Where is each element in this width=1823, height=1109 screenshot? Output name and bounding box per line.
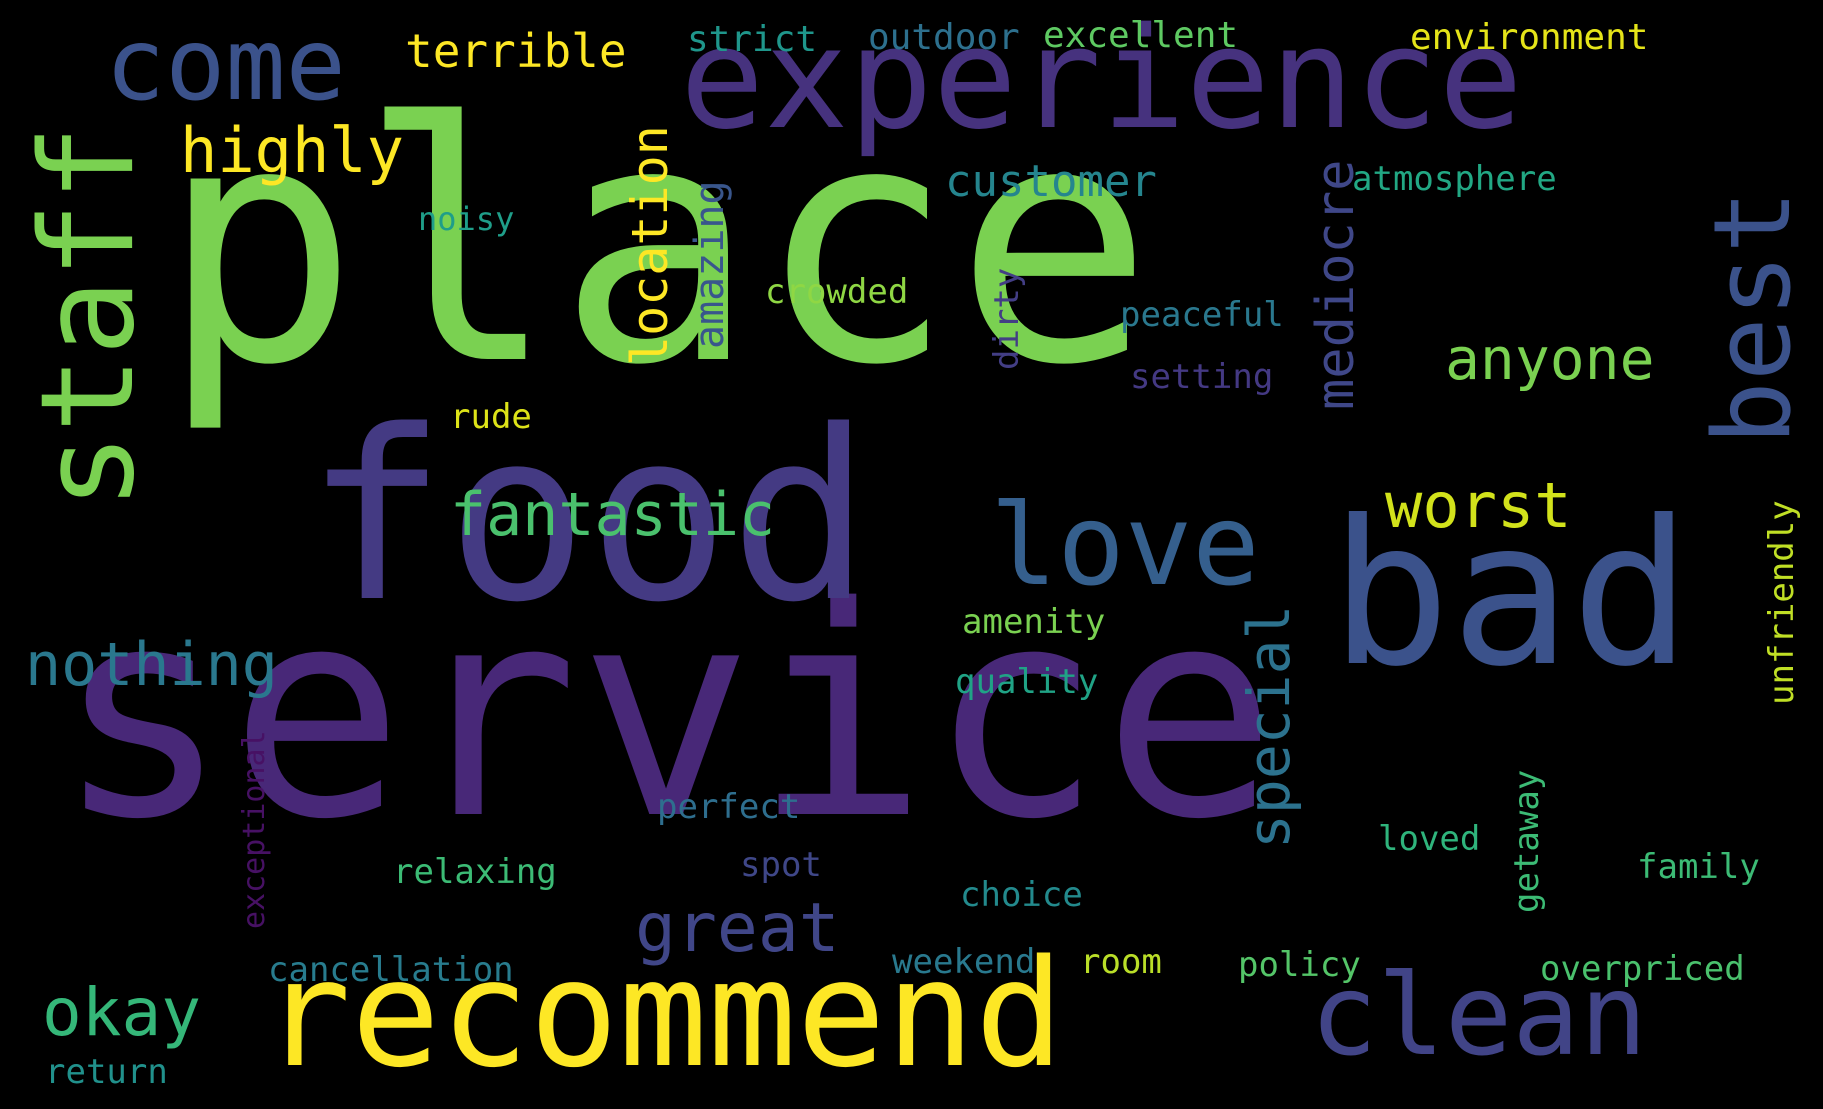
word-staff: staff (14, 124, 163, 510)
word-love: love (990, 481, 1260, 611)
word-strict: strict (687, 19, 818, 60)
word-relaxing: relaxing (393, 852, 557, 892)
word-amazing: amazing (687, 180, 733, 349)
word-bad: bad (1330, 478, 1692, 711)
word-getaway: getaway (1507, 769, 1547, 913)
word-cancellation: cancellation (268, 950, 514, 990)
word-customer: customer (945, 156, 1157, 207)
word-loved: loved (1378, 819, 1481, 859)
word-rude: rude (450, 397, 532, 437)
word-exceptional: exceptional (237, 730, 272, 929)
word-experience: experience (680, 0, 1523, 161)
word-great: great (635, 889, 840, 968)
word-crowded: crowded (765, 272, 909, 312)
word-food: food (305, 381, 871, 654)
word-overpriced: overpriced (1540, 949, 1745, 989)
word-okay: okay (42, 974, 201, 1051)
word-amenity: amenity (962, 602, 1106, 642)
word-environment: environment (1410, 17, 1649, 58)
word-peaceful: peaceful (1120, 295, 1284, 335)
word-return: return (45, 1052, 168, 1092)
word-setting: setting (1130, 357, 1274, 397)
word-quality: quality (955, 662, 1099, 702)
word-family: family (1637, 847, 1760, 887)
word-weekend: weekend (892, 942, 1036, 982)
word-policy: policy (1238, 945, 1361, 985)
word-fantastic: fantastic (450, 480, 776, 550)
word-special: special (1235, 604, 1303, 849)
word-service: service (55, 546, 1278, 883)
word-outdoor: outdoor (868, 17, 1020, 58)
word-atmosphere: atmosphere (1352, 159, 1557, 199)
word-come: come (105, 6, 346, 123)
word-highly: highly (180, 114, 404, 187)
word-nothing: nothing (25, 630, 278, 700)
word-recommend: recommend (262, 928, 1064, 1100)
word-spot: spot (740, 845, 822, 885)
word-room: room (1080, 942, 1162, 982)
word-anyone: anyone (1445, 325, 1655, 393)
word-clean: clean (1310, 951, 1648, 1081)
word-terrible: terrible (405, 24, 627, 78)
word-choice: choice (960, 875, 1083, 915)
word-worst: worst (1385, 469, 1572, 542)
word-unfriendly: unfriendly (1762, 500, 1802, 705)
word-location: location (621, 125, 679, 366)
word-perfect: perfect (657, 787, 801, 827)
word-excellent: excellent (1043, 15, 1239, 56)
word-best: best (1691, 189, 1814, 445)
word-place: place (160, 53, 1154, 437)
word-dirty: dirty (987, 267, 1027, 370)
word-noisy: noisy (418, 200, 515, 238)
